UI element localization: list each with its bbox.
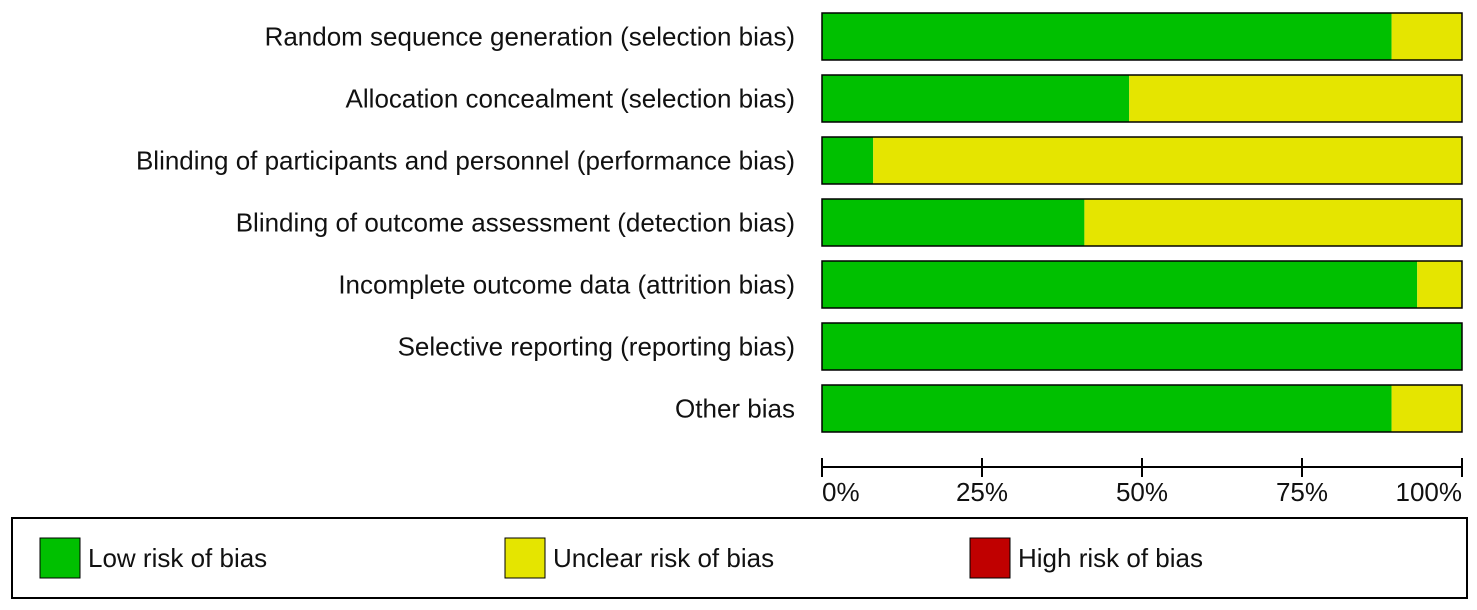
category-label: Random sequence generation (selection bi… xyxy=(265,21,795,51)
bar-frame xyxy=(821,74,1463,123)
bar-segment xyxy=(822,137,874,184)
legend-box xyxy=(11,517,1468,599)
bar-segment xyxy=(822,13,1392,60)
bar-frame xyxy=(821,12,1463,61)
x-tick-label: 0% xyxy=(822,477,860,507)
legend-swatch xyxy=(969,537,1011,579)
bar-segment xyxy=(1391,13,1462,60)
bar-frame xyxy=(821,384,1463,433)
x-tick-label: 50% xyxy=(1116,477,1168,507)
bar-frame xyxy=(821,136,1463,185)
x-tick-label: 25% xyxy=(956,477,1008,507)
x-tick-label: 100% xyxy=(1396,477,1463,507)
x-tick-label: 75% xyxy=(1276,477,1328,507)
bar-segment xyxy=(1084,199,1462,246)
category-label: Blinding of participants and personnel (… xyxy=(136,145,795,175)
bar-frame xyxy=(821,198,1463,247)
bar-segment xyxy=(822,261,1418,308)
bar-frame xyxy=(821,322,1463,371)
category-label: Blinding of outcome assessment (detectio… xyxy=(236,207,795,237)
bar-segment xyxy=(822,323,1462,370)
bar-segment xyxy=(822,199,1085,246)
category-label: Allocation concealment (selection bias) xyxy=(346,83,795,113)
bar-segment xyxy=(822,385,1392,432)
bar-segment xyxy=(1391,385,1462,432)
bar-segment xyxy=(822,75,1130,122)
category-label: Incomplete outcome data (attrition bias) xyxy=(338,269,795,299)
legend-swatch xyxy=(39,537,81,579)
category-label: Selective reporting (reporting bias) xyxy=(398,331,795,361)
bar-segment xyxy=(1417,261,1462,308)
bar-frame xyxy=(821,260,1463,309)
legend-label: High risk of bias xyxy=(1018,543,1203,573)
bar-segment xyxy=(873,137,1462,184)
legend-label: Low risk of bias xyxy=(88,543,267,573)
bar-segment xyxy=(1129,75,1462,122)
legend-label: Unclear risk of bias xyxy=(553,543,774,573)
legend-swatch xyxy=(504,537,546,579)
category-label: Other bias xyxy=(675,393,795,423)
